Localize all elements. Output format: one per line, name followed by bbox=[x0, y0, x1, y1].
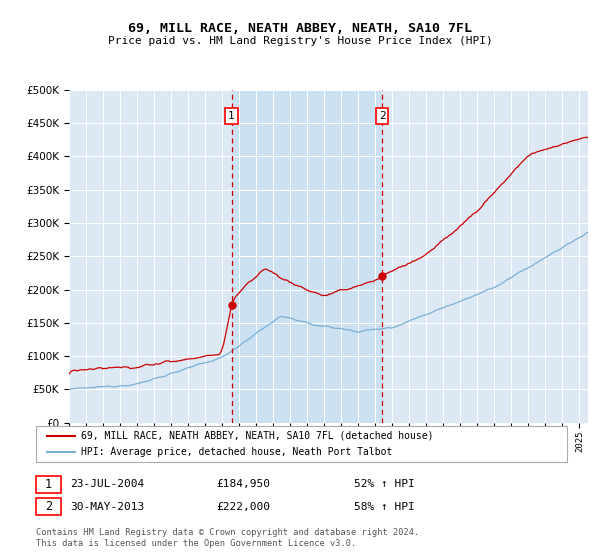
Text: 52% ↑ HPI: 52% ↑ HPI bbox=[354, 479, 415, 489]
Text: 23-JUL-2004: 23-JUL-2004 bbox=[70, 479, 145, 489]
Bar bbox=[232, 90, 382, 423]
Text: 2: 2 bbox=[45, 500, 52, 514]
Text: 69, MILL RACE, NEATH ABBEY, NEATH, SA10 7FL (detached house): 69, MILL RACE, NEATH ABBEY, NEATH, SA10 … bbox=[81, 431, 433, 441]
Text: Contains HM Land Registry data © Crown copyright and database right 2024.
This d: Contains HM Land Registry data © Crown c… bbox=[36, 528, 419, 548]
Text: 58% ↑ HPI: 58% ↑ HPI bbox=[354, 502, 415, 512]
Text: 2: 2 bbox=[379, 111, 386, 122]
Text: HPI: Average price, detached house, Neath Port Talbot: HPI: Average price, detached house, Neat… bbox=[81, 447, 392, 457]
Text: 69, MILL RACE, NEATH ABBEY, NEATH, SA10 7FL: 69, MILL RACE, NEATH ABBEY, NEATH, SA10 … bbox=[128, 22, 472, 35]
Text: £184,950: £184,950 bbox=[216, 479, 270, 489]
Text: £222,000: £222,000 bbox=[216, 502, 270, 512]
Text: Price paid vs. HM Land Registry's House Price Index (HPI): Price paid vs. HM Land Registry's House … bbox=[107, 36, 493, 46]
Text: 1: 1 bbox=[45, 478, 52, 491]
Text: 1: 1 bbox=[228, 111, 235, 122]
Text: 30-MAY-2013: 30-MAY-2013 bbox=[70, 502, 145, 512]
